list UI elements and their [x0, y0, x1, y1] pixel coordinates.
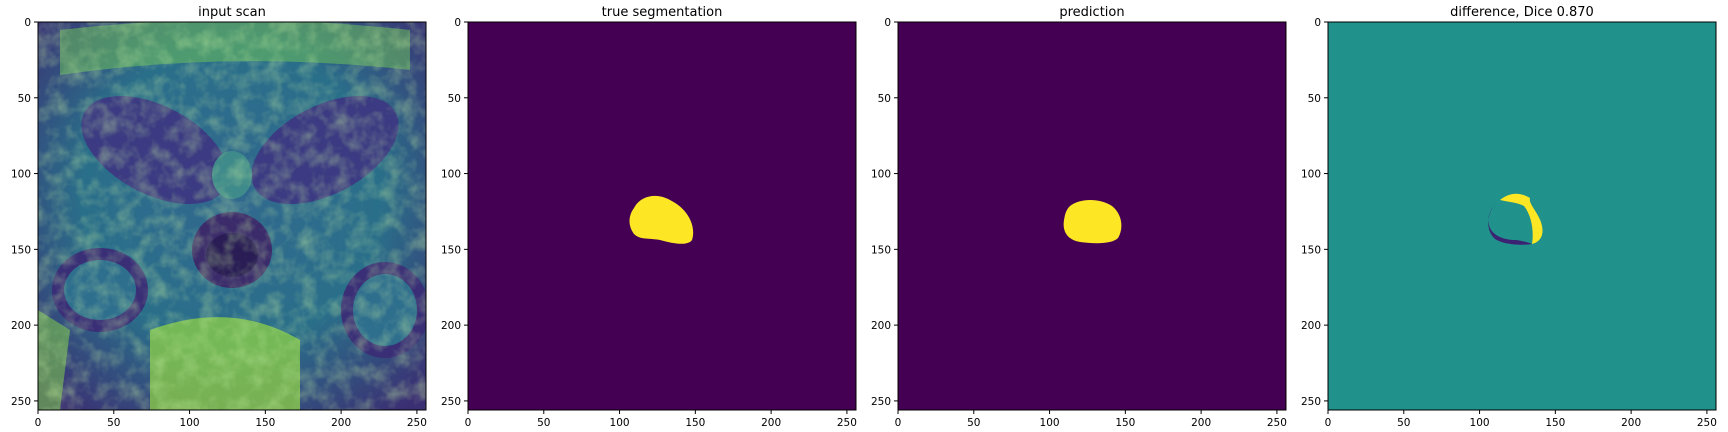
- panel-true-segmentation: true segmentation: [467, 5, 857, 411]
- y-tick-label: 150: [871, 244, 891, 256]
- x-tick-label: 200: [1621, 417, 1641, 429]
- x-tick-label: 200: [761, 417, 781, 429]
- x-tick-label: 0: [35, 417, 42, 429]
- y-tick-label: 250: [1301, 396, 1321, 408]
- y-tick-label: 0: [1314, 17, 1321, 29]
- y-tick-label: 100: [871, 169, 891, 181]
- y-tick-label: 150: [11, 244, 31, 256]
- x-tick-label: 50: [1397, 417, 1410, 429]
- x-tick-label: 0: [1325, 417, 1332, 429]
- x-tick-label: 50: [967, 417, 980, 429]
- x-tick-label: 150: [1115, 417, 1135, 429]
- x-tick-label: 100: [1470, 417, 1490, 429]
- x-tick-label: 250: [837, 417, 857, 429]
- x-tick-label: 150: [1545, 417, 1565, 429]
- panel-title: prediction: [1059, 5, 1124, 20]
- difference-background: [1328, 22, 1716, 410]
- x-tick-label: 150: [255, 417, 275, 429]
- panel-title: true segmentation: [602, 5, 723, 20]
- mri-image: [38, 22, 426, 410]
- axes-frame: [467, 21, 857, 411]
- axes-frame: [1327, 21, 1717, 411]
- y-tick-label: 100: [1301, 169, 1321, 181]
- y-tick-label: 50: [1308, 93, 1321, 105]
- panel-title: difference, Dice 0.870: [1450, 5, 1594, 20]
- difference-positive-region: [1500, 193, 1543, 244]
- y-tick-label: 150: [1301, 244, 1321, 256]
- true-mask-region: [629, 195, 694, 244]
- y-tick-label: 50: [878, 93, 891, 105]
- prediction-mask-region: [1063, 200, 1122, 244]
- y-tick-label: 150: [441, 244, 461, 256]
- axes-frame: [37, 21, 427, 411]
- y-tick-label: 200: [441, 320, 461, 332]
- x-tick-label: 250: [1267, 417, 1287, 429]
- panel-prediction: prediction: [897, 5, 1287, 411]
- axes-frame: [897, 21, 1287, 411]
- x-tick-label: 250: [407, 417, 427, 429]
- x-tick-label: 50: [537, 417, 550, 429]
- panel-difference: difference, Dice 0.870: [1327, 5, 1717, 411]
- y-tick-label: 250: [11, 396, 31, 408]
- y-tick-label: 0: [884, 17, 891, 29]
- x-tick-label: 0: [895, 417, 902, 429]
- y-tick-label: 50: [448, 93, 461, 105]
- y-tick-label: 100: [11, 169, 31, 181]
- x-tick-label: 200: [1191, 417, 1211, 429]
- y-tick-label: 200: [11, 320, 31, 332]
- difference-negative-region: [1488, 204, 1532, 245]
- y-tick-label: 100: [441, 169, 461, 181]
- y-tick-label: 200: [871, 320, 891, 332]
- y-tick-label: 200: [1301, 320, 1321, 332]
- x-tick-label: 250: [1697, 417, 1717, 429]
- x-tick-label: 50: [107, 417, 120, 429]
- x-tick-label: 100: [180, 417, 200, 429]
- y-tick-label: 250: [871, 396, 891, 408]
- x-tick-label: 100: [1040, 417, 1060, 429]
- y-tick-label: 0: [454, 17, 461, 29]
- y-tick-label: 50: [18, 93, 31, 105]
- x-tick-label: 0: [465, 417, 472, 429]
- y-tick-label: 250: [441, 396, 461, 408]
- y-tick-label: 0: [24, 17, 31, 29]
- panel-title: input scan: [198, 5, 266, 20]
- panel-input-scan: input scan: [37, 5, 427, 411]
- x-tick-label: 150: [685, 417, 705, 429]
- tick-layer: 0 50 100 150 200 250 0 50 100 150 200 250 0 50 100 150 2…: [11, 17, 1717, 429]
- x-tick-label: 200: [331, 417, 351, 429]
- x-tick-label: 100: [610, 417, 630, 429]
